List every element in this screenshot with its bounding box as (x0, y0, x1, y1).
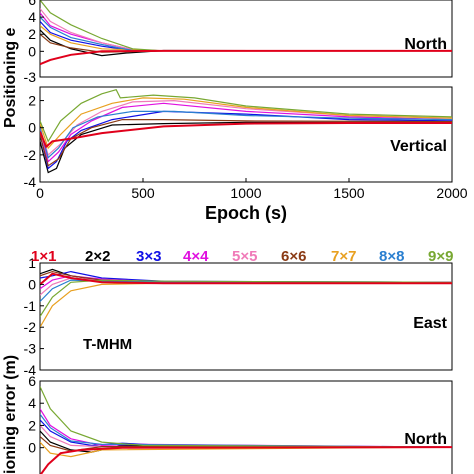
panel-label-north-top: North (404, 36, 447, 53)
series-line-3×3 (40, 20, 452, 52)
y-tick-label: -2 (24, 319, 37, 335)
x-tick-label: 500 (131, 185, 155, 201)
axes-vertical-frame (39, 86, 453, 183)
series-line-9×9 (40, 386, 452, 448)
plot-east: -4 -3 -2 -1 0 1 (24, 255, 452, 378)
y-tick-label: 2 (28, 93, 36, 109)
y-tick-label: -3 (24, 341, 37, 357)
series-line-5×5 (40, 99, 452, 156)
y-tick-label: 6 (28, 0, 36, 8)
legend-entry: 4×4 (183, 248, 209, 265)
axes-north-bottom-frame (39, 380, 453, 474)
series-line-1×1 (40, 446, 452, 474)
series-line-4×4 (40, 12, 452, 52)
series-line-7×7 (40, 282, 452, 328)
method-label: T-MHM (83, 336, 132, 353)
y-axis-label-bottom: ioning error (m) (2, 355, 19, 474)
y-tick-label: -3 (24, 69, 37, 85)
y-tick-label: -4 (24, 174, 37, 190)
panel-label-vertical: Vertical (390, 138, 447, 155)
y-tick-label: 4 (28, 395, 36, 411)
legend-entry: 2×2 (85, 248, 110, 265)
y-tick-label: -1 (24, 298, 37, 314)
x-tick-label: 1000 (230, 185, 261, 201)
series-line-3×3 (40, 419, 452, 448)
y-tick-label: 4 (28, 9, 36, 25)
series-line-1×1 (40, 122, 452, 149)
legend-entry: 8×8 (379, 248, 404, 265)
legend-entry: 9×9 (428, 248, 453, 265)
panel-label-north-bottom: North (404, 431, 447, 448)
panel-label-east: East (413, 315, 447, 332)
x-tick-label: 0 (36, 185, 44, 201)
x-tick-label: 1500 (333, 185, 364, 201)
series-line-2×2 (40, 121, 452, 174)
y-tick-label: 2 (28, 417, 36, 433)
axes-north-top-frame (39, 0, 453, 78)
legend: 1×1 2×2 3×3 4×4 5×5 6×6 7×7 8×8 9×9 (31, 248, 453, 265)
y-tick-label: 0 (28, 276, 36, 292)
y-tick-label: 6 (28, 373, 36, 389)
y-tick-label: -4 (24, 362, 37, 378)
y-tick-label: 0 (28, 120, 36, 136)
series-line-1×1 (40, 49, 452, 66)
series-line-9×9 (40, 279, 452, 317)
y-tick-label: -2 (24, 147, 37, 163)
x-tick-label: 2000 (436, 185, 467, 201)
series-line-8×8 (40, 110, 452, 159)
plot-vertical: -4 -2 0 2 0 500 1000 1500 2000 (24, 88, 468, 201)
legend-entry: 7×7 (331, 248, 356, 265)
series-line-4×4 (40, 102, 452, 163)
x-axis-label: Epoch (s) (205, 203, 287, 223)
y-tick-label: 0 (28, 43, 36, 59)
y-axis-label-top: Positioning e (2, 27, 19, 128)
legend-entry: 5×5 (232, 248, 257, 265)
series-line-9×9 (40, 88, 452, 143)
legend-entry: 1×1 (31, 248, 56, 265)
series-line-7×7 (40, 441, 452, 458)
series-line-1×1 (40, 272, 452, 286)
y-tick-label: 1 (28, 255, 36, 271)
series-line-4×4 (40, 408, 452, 448)
legend-entry: 6×6 (281, 248, 306, 265)
y-tick-label: 2 (28, 26, 36, 42)
legend-entry: 3×3 (136, 248, 161, 265)
y-tick-label: 0 (28, 440, 36, 456)
series-line-6×6 (40, 118, 452, 167)
